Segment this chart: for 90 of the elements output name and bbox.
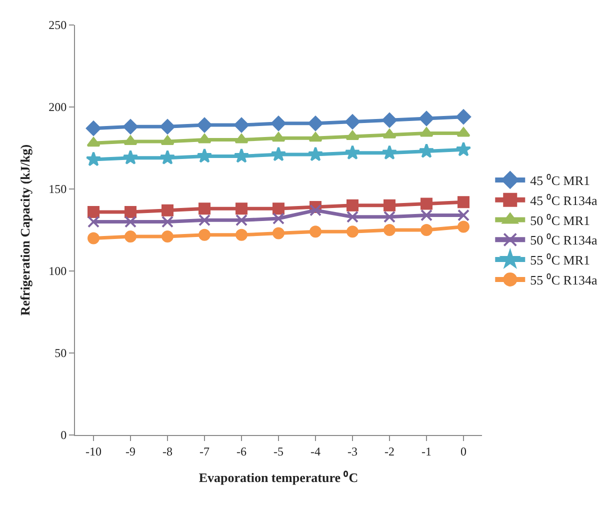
x-tick-label: -8 — [162, 444, 172, 458]
point — [88, 216, 100, 228]
point — [382, 144, 398, 160]
x-tick-label: -9 — [126, 444, 136, 458]
point — [270, 146, 286, 162]
point — [122, 150, 138, 164]
x-tick-label: -1 — [422, 444, 432, 458]
point — [196, 148, 212, 163]
y-tick-label: 150 — [48, 182, 67, 196]
point — [384, 224, 396, 236]
point — [162, 204, 174, 216]
point — [198, 214, 210, 226]
point — [234, 148, 250, 163]
point — [308, 146, 324, 162]
point — [160, 119, 175, 134]
point — [382, 128, 396, 138]
point — [420, 209, 432, 222]
point — [346, 130, 360, 140]
point — [236, 214, 248, 226]
point — [86, 120, 101, 136]
point — [160, 150, 176, 164]
point — [198, 202, 210, 215]
point — [272, 227, 284, 240]
point — [420, 127, 434, 137]
legend-label: 45 ⁰C R134a — [530, 192, 598, 208]
point — [419, 110, 434, 126]
point — [346, 199, 358, 212]
point — [88, 232, 100, 244]
x-tick-label: -7 — [200, 444, 210, 458]
x-tick-label: -2 — [384, 444, 394, 458]
point — [458, 196, 470, 208]
y-tick-label: 100 — [48, 264, 67, 278]
point — [198, 228, 210, 241]
x-axis-title: Evaporation temperature ⁰C — [198, 470, 358, 485]
point — [308, 132, 322, 142]
point — [345, 114, 360, 130]
point — [124, 230, 136, 243]
point — [124, 216, 136, 228]
point — [88, 206, 100, 218]
legend-label: 55 ⁰C R134a — [530, 272, 598, 288]
point — [272, 202, 284, 215]
x-tick-label: -3 — [348, 444, 358, 458]
point — [456, 142, 472, 156]
point — [420, 224, 432, 236]
point — [272, 132, 286, 142]
point — [234, 118, 249, 133]
point — [123, 119, 138, 134]
point — [310, 204, 322, 216]
point — [86, 137, 100, 147]
y-axis-title: Refrigeration Capacity (kJ/kg) — [18, 144, 33, 316]
x-tick-label: -6 — [236, 444, 246, 458]
legend-label: 55 ⁰C MR1 — [530, 252, 590, 268]
y-tick-label: 200 — [48, 100, 67, 114]
point — [234, 134, 248, 144]
x-tick-label: -10 — [86, 444, 102, 458]
point — [346, 226, 358, 238]
point — [308, 116, 323, 131]
y-tick-label: 0 — [60, 428, 67, 442]
point — [458, 220, 470, 233]
point — [162, 216, 174, 228]
point — [456, 109, 471, 124]
legend-label: 45 ⁰C MR1 — [530, 173, 590, 188]
point — [198, 134, 212, 144]
point — [346, 210, 358, 223]
point — [384, 210, 396, 223]
y-tick-label: 50 — [54, 346, 67, 360]
legend-label: 50 ⁰C MR1 — [530, 212, 590, 228]
legend-label: 50 ⁰C R134a — [530, 232, 598, 248]
point — [86, 151, 102, 166]
point — [344, 144, 360, 160]
x-tick-label: -4 — [310, 444, 320, 458]
x-tick-label: -5 — [274, 444, 284, 458]
x-tick-label: 0 — [460, 444, 466, 458]
point — [160, 135, 174, 145]
point — [456, 127, 470, 137]
point — [382, 112, 397, 128]
point — [310, 226, 322, 238]
point — [197, 118, 212, 133]
point — [420, 198, 432, 210]
point — [384, 199, 396, 212]
point — [124, 135, 138, 145]
y-tick-label: 250 — [48, 18, 67, 32]
point — [458, 209, 470, 222]
point — [236, 202, 248, 215]
point — [162, 230, 174, 243]
point — [124, 206, 136, 218]
point — [418, 143, 434, 158]
point — [271, 116, 286, 131]
point — [236, 228, 248, 241]
point — [272, 212, 284, 225]
